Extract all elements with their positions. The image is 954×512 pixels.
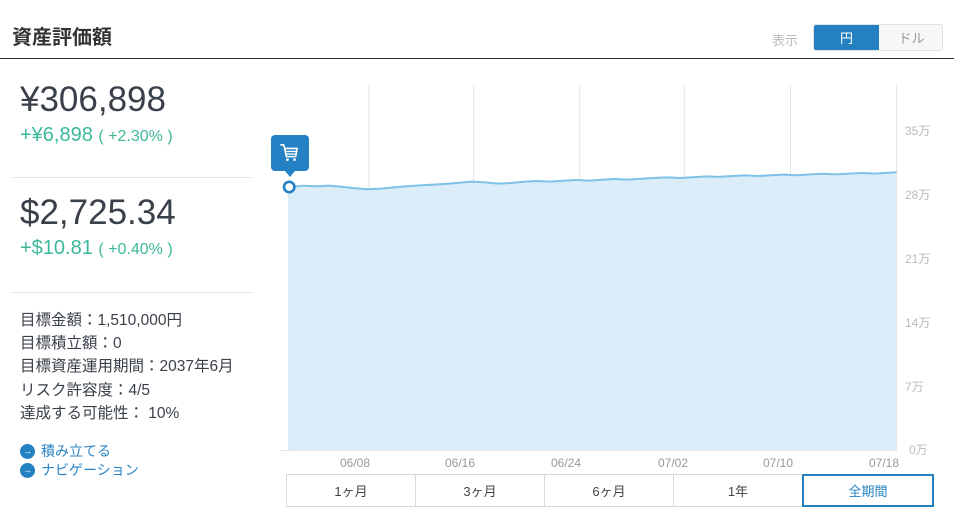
svg-text:06/08: 06/08 xyxy=(340,456,370,470)
svg-text:07/18: 07/18 xyxy=(869,456,899,470)
svg-text:0万: 0万 xyxy=(909,443,928,457)
svg-text:14万: 14万 xyxy=(905,316,930,330)
svg-text:06/16: 06/16 xyxy=(445,456,475,470)
svg-text:07/02: 07/02 xyxy=(658,456,688,470)
svg-text:7万: 7万 xyxy=(905,380,924,394)
svg-text:35万: 35万 xyxy=(905,124,930,138)
svg-text:28万: 28万 xyxy=(905,188,930,202)
svg-text:07/10: 07/10 xyxy=(763,456,793,470)
svg-text:06/24: 06/24 xyxy=(551,456,581,470)
svg-text:21万: 21万 xyxy=(905,252,930,266)
